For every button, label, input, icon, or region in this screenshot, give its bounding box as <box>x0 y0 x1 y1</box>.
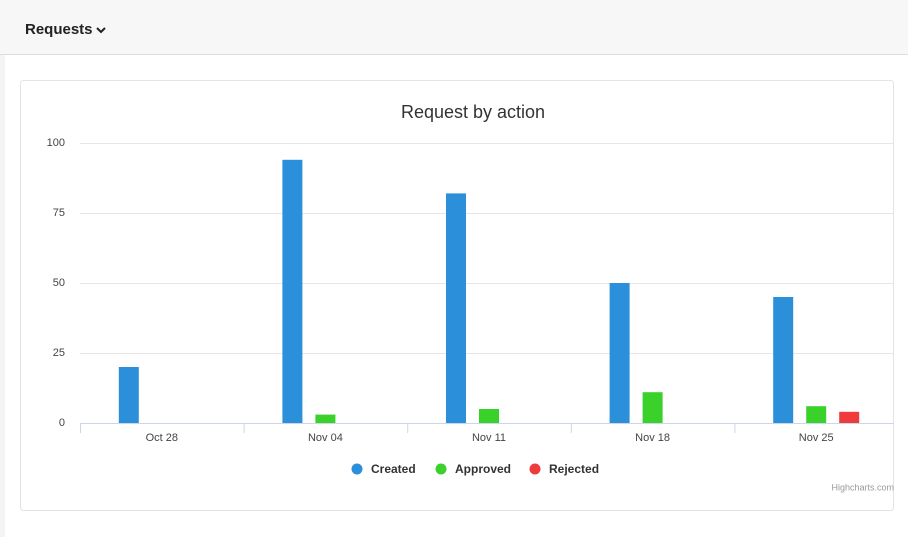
x-tick-label: Nov 18 <box>635 432 670 444</box>
bar <box>642 392 663 423</box>
bar <box>773 297 794 423</box>
credits[interactable]: Highcharts.com <box>831 482 894 492</box>
x-tick-label: Nov 11 <box>472 432 506 444</box>
chart-title: Request by action <box>401 102 545 122</box>
header-bar <box>0 0 908 54</box>
legend-label[interactable]: Approved <box>455 462 511 476</box>
x-tick-label: Nov 04 <box>308 432 343 444</box>
requests-dropdown[interactable]: Requests <box>25 21 106 38</box>
bar <box>806 406 827 423</box>
legend-marker <box>435 463 447 475</box>
x-tick-label: Oct 28 <box>146 432 178 444</box>
chart: Request by action Highcharts.com 0 25 50 75… <box>47 102 894 492</box>
y-tick-label: 100 <box>47 137 65 149</box>
bar <box>118 367 139 423</box>
y-tick-label: 25 <box>53 347 65 359</box>
bar <box>839 411 860 423</box>
legend-marker <box>529 463 541 475</box>
legend-marker <box>351 463 363 475</box>
chevron-icon[interactable] <box>96 27 106 34</box>
legend-label[interactable]: Created <box>371 462 416 476</box>
bar <box>609 283 630 423</box>
y-tick-label: 75 <box>53 207 65 219</box>
bar <box>479 409 499 423</box>
x-tick-label: Nov 25 <box>799 432 834 444</box>
legend-label[interactable]: Rejected <box>549 462 599 476</box>
bar <box>446 193 466 423</box>
y-tick-label: 50 <box>53 277 65 289</box>
y-tick-label: 0 <box>59 417 65 429</box>
bar <box>315 414 336 423</box>
header-title[interactable]: Requests <box>25 21 93 38</box>
bar <box>282 159 303 424</box>
